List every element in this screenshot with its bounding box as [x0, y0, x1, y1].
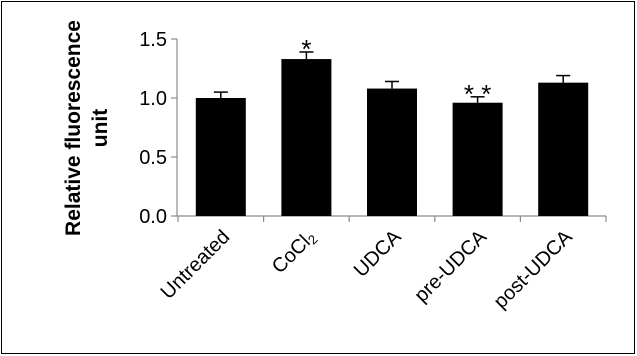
x-tick-label: UDCA [350, 226, 406, 282]
x-tick-label: pre-UDCA [410, 226, 491, 307]
y-tick-label: 1.0 [139, 88, 167, 110]
x-tick-label-main: UDCA [350, 226, 406, 282]
x-tick-label: post-UDCA [490, 226, 578, 314]
bar [452, 102, 503, 216]
y-axis-title-group: Relative fluorescence unit [62, 20, 112, 236]
bar [281, 59, 332, 217]
y-tick-label: 1.5 [139, 29, 167, 51]
significance-marker: * * [464, 79, 491, 109]
bar [367, 88, 417, 216]
significance-marker: * [301, 34, 311, 64]
y-tick-label: 0.5 [139, 147, 167, 169]
x-tick-label: Untreated [157, 226, 235, 304]
y-axis-title: Relative fluorescence unit [62, 20, 112, 236]
y-tick-label: 0.0 [139, 206, 167, 228]
y-axis-ticks: 0.0 0.5 1.0 1.5 [139, 29, 177, 228]
y-axis-title-line: unit [89, 109, 112, 147]
bar [195, 98, 246, 216]
y-axis-title-line: Relative fluorescence [62, 20, 85, 236]
x-tick-label-main: post-UDCA [490, 226, 578, 314]
x-tick-label-main: pre-UDCA [410, 226, 491, 307]
bars: * * * [195, 34, 589, 217]
bar [538, 82, 589, 216]
x-tick-label: CoCl2 [268, 226, 321, 279]
x-tick-label-main: Untreated [157, 226, 235, 304]
